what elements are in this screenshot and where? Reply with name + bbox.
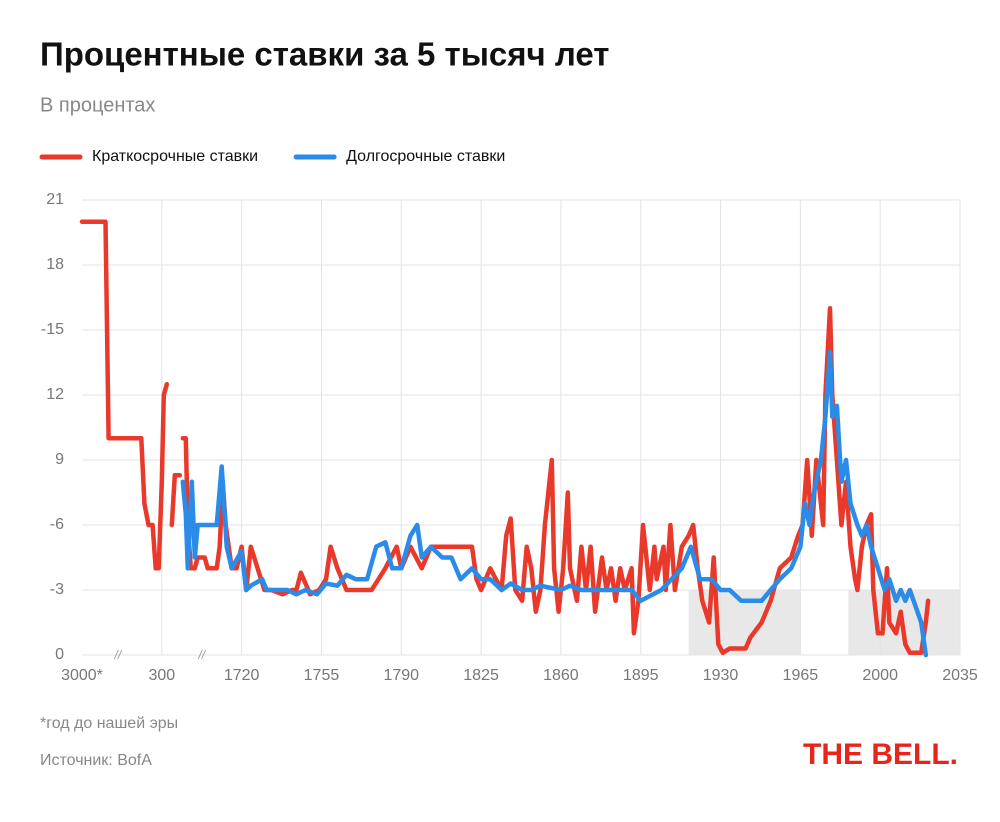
x-tick-label: 1825	[463, 667, 499, 684]
x-tick-label: 1965	[783, 667, 819, 684]
x-tick-label: 2000	[862, 667, 898, 684]
y-tick-label: -3	[50, 581, 64, 598]
y-tick-label: 21	[46, 191, 64, 208]
y-tick-label: 9	[55, 451, 64, 468]
logo: THE BELL.	[803, 738, 958, 771]
x-tick-label: 1720	[224, 667, 260, 684]
y-tick-label: 12	[46, 386, 64, 403]
x-tick-label: 1895	[623, 667, 659, 684]
y-tick-label: -6	[50, 516, 64, 533]
source: Источник: BofA	[40, 752, 152, 769]
axis-break: //	[113, 648, 122, 662]
x-tick-label: 1860	[543, 667, 579, 684]
x-tick-label: 300	[148, 667, 175, 684]
legend-label: Долгосрочные ставки	[346, 148, 505, 165]
chart-title: Процентные ставки за 5 тысяч лет	[40, 36, 609, 73]
x-tick-label: 1930	[703, 667, 739, 684]
y-tick-label: -15	[41, 321, 64, 338]
series-line	[180, 349, 929, 658]
y-tick-label: 0	[55, 646, 64, 663]
x-tick-label: 3000*	[61, 667, 103, 684]
chart-subtitle: В процентах	[40, 94, 155, 116]
y-tick-label: 18	[46, 256, 64, 273]
x-tick-label: 2035	[942, 667, 978, 684]
axis-break: //	[197, 648, 206, 662]
legend-label: Краткосрочные ставки	[92, 148, 258, 165]
x-tick-label: 1755	[304, 667, 340, 684]
x-tick-label: 1790	[383, 667, 419, 684]
footnote: *год до нашей эры	[40, 715, 178, 732]
